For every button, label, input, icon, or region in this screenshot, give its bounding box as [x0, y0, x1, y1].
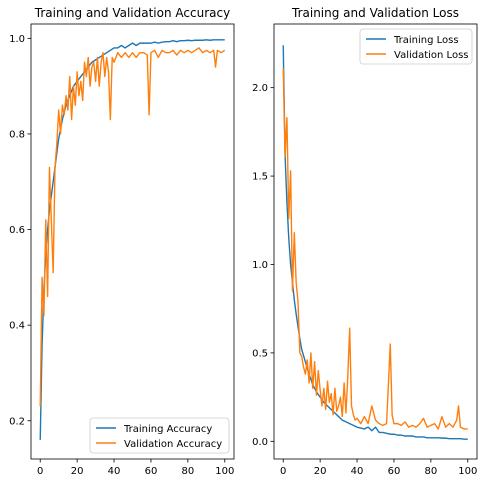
- loss-y-tick-label: 2.0: [252, 83, 268, 94]
- loss-y-tick-label: 1.5: [252, 172, 268, 183]
- accuracy-ticks: 0 20 40 60 80 100 0.2 0.4 0.6 0.8 1.0: [9, 34, 234, 477]
- loss-ticks: 0 20 40 60 80 100 0.0 0.5 1.0 1.5 2.0: [252, 83, 477, 477]
- series-line-validation-loss: [282, 68, 468, 430]
- loss-x-tick-label: 100: [458, 466, 477, 477]
- loss-x-tick-label: 40: [351, 466, 364, 477]
- loss-series-layer: [282, 45, 468, 440]
- loss-x-tick-label: 60: [388, 466, 401, 477]
- accuracy-plot-frame: [30, 23, 235, 460]
- accuracy-y-tick-label: 0.6: [9, 225, 25, 236]
- loss-plot-frame: [273, 23, 478, 460]
- accuracy-y-tick-label: 1.0: [9, 34, 25, 45]
- accuracy-series-layer: [39, 39, 226, 440]
- accuracy-y-tick-label: 0.8: [9, 129, 25, 140]
- legend-label-validation-loss: Validation Loss: [394, 50, 469, 61]
- loss-x-tick-label: 0: [280, 466, 286, 477]
- loss-legend-box: [359, 28, 473, 65]
- loss-x-tick-label: 20: [314, 466, 327, 477]
- loss-plot: Training and Validation Loss 0 20 40 60 80 10…: [252, 6, 478, 477]
- loss-y-tick-label: 0.5: [252, 348, 268, 359]
- legend-label-training-accuracy: Training Accuracy: [123, 424, 212, 435]
- accuracy-x-tick-label: 100: [215, 466, 234, 477]
- legend-label-training-loss: Training Loss: [393, 35, 459, 46]
- loss-y-tick-label: 0.0: [252, 437, 268, 448]
- loss-x-tick-label: 80: [424, 466, 437, 477]
- loss-y-tick-label: 1.0: [252, 260, 268, 271]
- series-line-validation-accuracy: [39, 47, 226, 407]
- accuracy-x-tick-label: 80: [181, 466, 194, 477]
- accuracy-x-tick-label: 0: [37, 466, 43, 477]
- accuracy-x-tick-label: 20: [71, 466, 84, 477]
- legend-label-validation-accuracy: Validation Accuracy: [124, 439, 222, 450]
- accuracy-plot-title: Training and Validation Accuracy: [34, 6, 230, 20]
- accuracy-y-tick-label: 0.2: [9, 416, 25, 427]
- accuracy-y-tick-label: 0.4: [9, 321, 25, 332]
- accuracy-x-tick-label: 40: [108, 466, 121, 477]
- series-line-training-accuracy: [39, 39, 225, 440]
- loss-legend: Training Loss Validation Loss: [359, 28, 473, 65]
- accuracy-legend-box: [89, 417, 230, 454]
- series-line-training-loss: [282, 45, 468, 440]
- loss-plot-title: Training and Validation Loss: [291, 6, 459, 20]
- accuracy-x-tick-label: 60: [145, 466, 158, 477]
- accuracy-legend: Training Accuracy Validation Accuracy: [89, 417, 230, 454]
- accuracy-plot: Training and Validation Accuracy 0 20 40 60…: [9, 6, 235, 477]
